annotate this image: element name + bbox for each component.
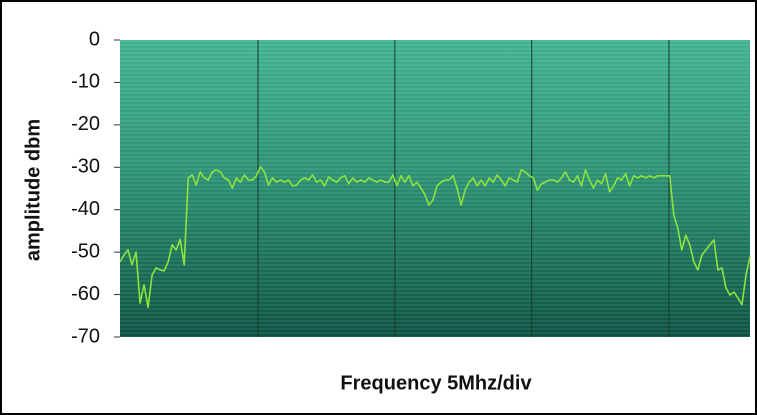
x-axis-title: Frequency 5Mhz/div — [340, 372, 532, 394]
y-tick-label: -50 — [71, 240, 100, 262]
y-tick-label: -70 — [71, 325, 100, 347]
y-tick-label: -10 — [71, 71, 100, 93]
y-tick-label: -30 — [71, 156, 100, 178]
y-tick-label: -20 — [71, 113, 100, 135]
y-axis-title: amplitude dbm — [22, 119, 44, 261]
plot-texture — [120, 40, 750, 337]
y-tick-label: -40 — [71, 198, 100, 220]
data-line — [119, 166, 751, 309]
y-tick-label: 0 — [89, 28, 100, 50]
y-tick-label: -60 — [71, 283, 100, 305]
